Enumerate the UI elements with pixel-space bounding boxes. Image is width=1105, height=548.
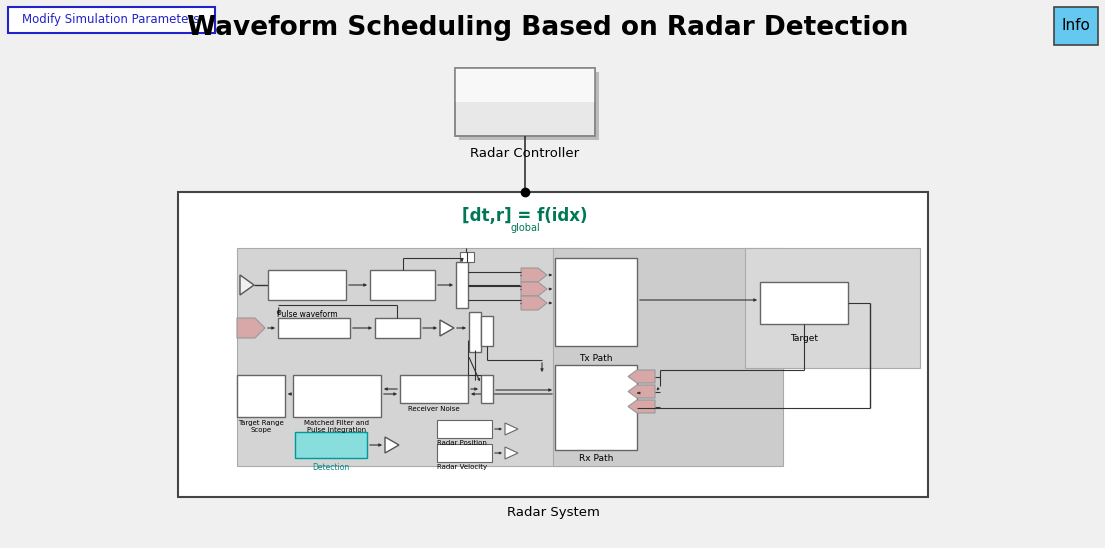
- Text: Modify Simulation Parameters: Modify Simulation Parameters: [22, 14, 200, 26]
- Bar: [555, 365, 636, 450]
- Bar: [455, 68, 594, 136]
- Bar: [745, 248, 920, 368]
- Polygon shape: [240, 275, 254, 295]
- Bar: [269, 270, 346, 300]
- Text: Receiver Noise: Receiver Noise: [408, 406, 460, 412]
- Polygon shape: [628, 400, 655, 413]
- Text: Radar System: Radar System: [506, 506, 599, 519]
- Text: Waveform Scheduling Based on Radar Detection: Waveform Scheduling Based on Radar Detec…: [188, 15, 908, 41]
- Text: Info: Info: [1062, 19, 1091, 33]
- Bar: [295, 432, 367, 458]
- Bar: [760, 282, 848, 324]
- Polygon shape: [520, 268, 547, 282]
- Text: Detection: Detection: [313, 463, 349, 472]
- Bar: [552, 248, 783, 466]
- Text: Tx Path: Tx Path: [579, 354, 613, 363]
- Polygon shape: [628, 370, 655, 383]
- Polygon shape: [505, 423, 518, 435]
- Bar: [555, 258, 636, 346]
- Polygon shape: [520, 282, 547, 296]
- Bar: [460, 252, 474, 262]
- Polygon shape: [520, 296, 547, 310]
- Bar: [8, 7, 215, 33]
- Text: Radar Velocity: Radar Velocity: [436, 464, 487, 470]
- Polygon shape: [236, 318, 265, 338]
- Bar: [456, 262, 469, 308]
- Polygon shape: [628, 385, 655, 398]
- Bar: [459, 72, 599, 140]
- Bar: [436, 420, 492, 438]
- Polygon shape: [385, 437, 399, 453]
- Text: [dt,r] = f(idx): [dt,r] = f(idx): [462, 207, 588, 225]
- Text: Rx Path: Rx Path: [579, 454, 613, 463]
- Bar: [236, 248, 585, 466]
- Bar: [469, 312, 481, 352]
- Bar: [370, 270, 435, 300]
- Bar: [481, 375, 493, 403]
- Bar: [455, 68, 594, 136]
- Bar: [436, 444, 492, 462]
- Bar: [400, 375, 469, 403]
- Text: Target: Target: [790, 334, 818, 343]
- Bar: [375, 318, 420, 338]
- Polygon shape: [440, 320, 454, 336]
- Bar: [1054, 7, 1098, 45]
- Bar: [278, 318, 350, 338]
- Text: global: global: [511, 223, 540, 233]
- Bar: [236, 375, 285, 417]
- Polygon shape: [505, 447, 518, 459]
- Bar: [293, 375, 381, 417]
- Text: Radar Controller: Radar Controller: [471, 147, 579, 160]
- Text: Radar Position: Radar Position: [436, 440, 487, 446]
- Bar: [481, 316, 493, 346]
- Bar: [455, 68, 594, 102]
- Text: Matched Filter and
Pulse Integration: Matched Filter and Pulse Integration: [305, 420, 369, 433]
- Bar: [178, 192, 928, 497]
- Text: Pulse waveform: Pulse waveform: [276, 310, 337, 319]
- Text: Target Range
Scope: Target Range Scope: [238, 420, 284, 433]
